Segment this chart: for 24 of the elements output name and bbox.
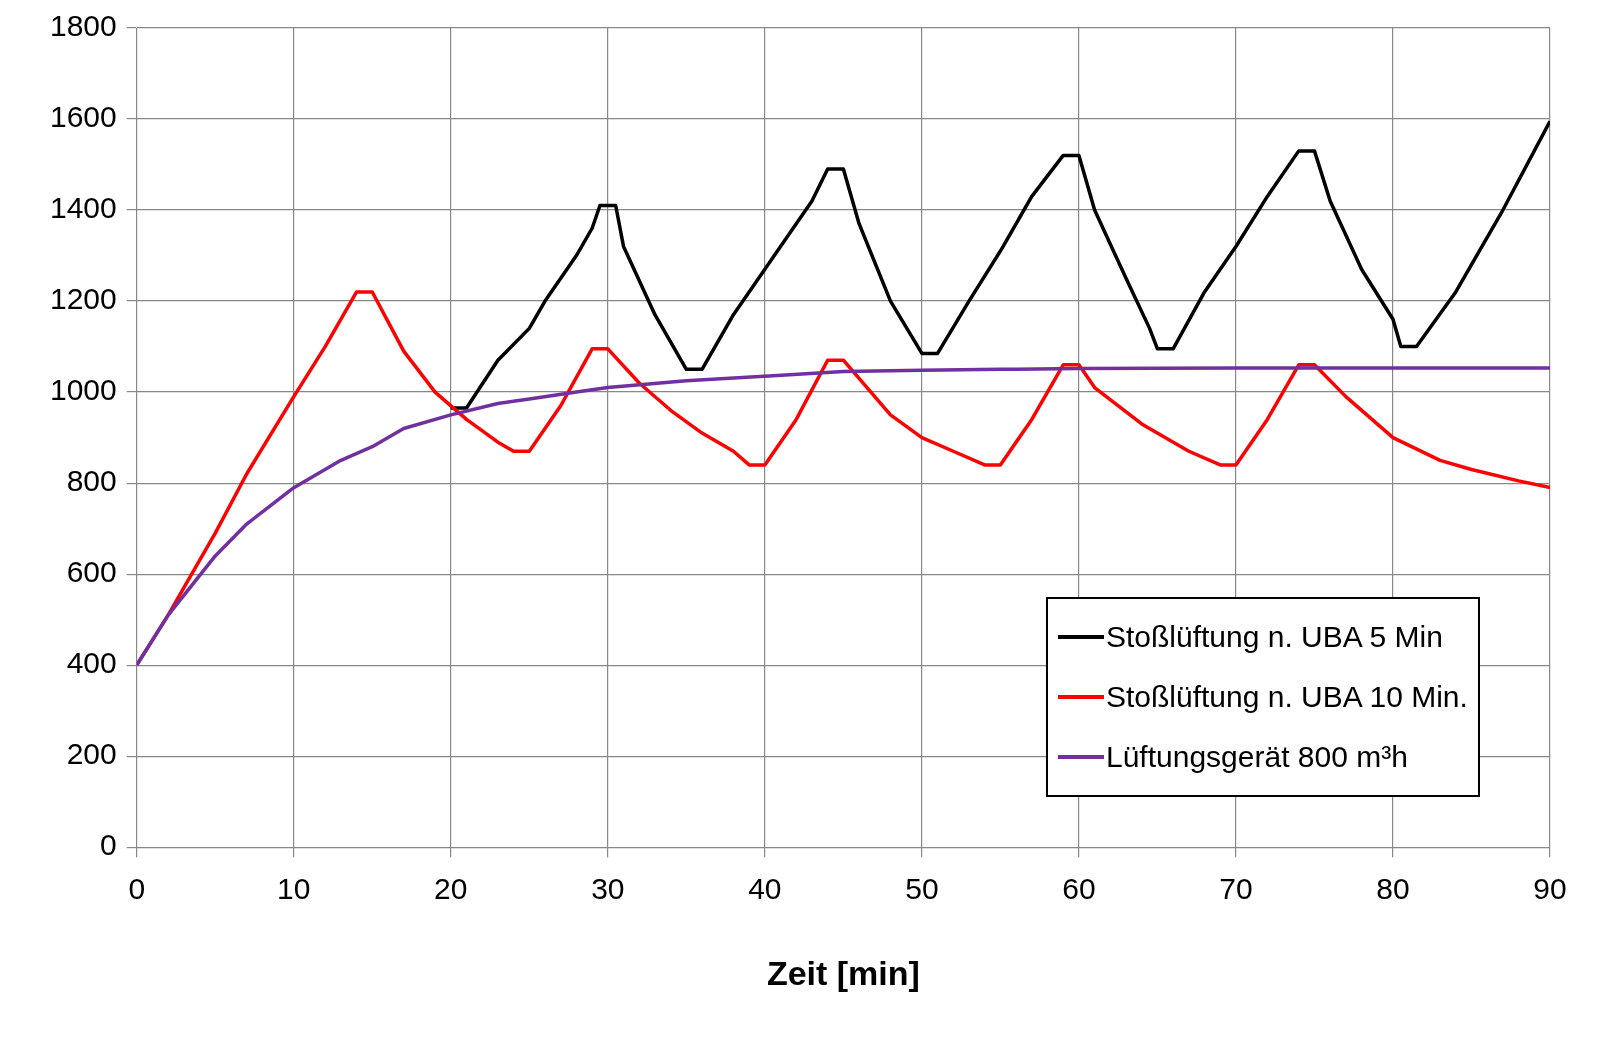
x-tick-label: 60	[1062, 872, 1096, 906]
x-tick-label: 30	[591, 872, 625, 906]
y-tick-label: 400	[66, 646, 117, 680]
legend-label: Stoßlüftung n. UBA 10 Min.	[1106, 680, 1468, 715]
y-tick-label: 600	[66, 555, 117, 589]
legend-label: Lüftungsgerät 800 m³h	[1106, 740, 1408, 775]
x-axis-title: Zeit [min]	[766, 953, 920, 992]
x-tick-label: 70	[1219, 872, 1253, 906]
y-tick-label: 1400	[49, 191, 117, 225]
y-tick-label: 0	[100, 828, 117, 862]
y-tick-label: 1000	[49, 373, 117, 407]
x-tick-label: 0	[128, 872, 146, 906]
y-tick-label: 1600	[49, 100, 117, 134]
y-tick-label: 800	[66, 464, 117, 498]
y-tick-label: 1800	[49, 9, 117, 43]
y-tick-label: 1200	[49, 282, 117, 316]
x-tick-label: 20	[434, 872, 468, 906]
y-tick-label: 200	[66, 737, 117, 771]
x-tick-label: 90	[1533, 872, 1567, 906]
x-tick-label: 40	[748, 872, 782, 906]
x-tick-label: 50	[905, 872, 939, 906]
x-tick-label: 80	[1376, 872, 1410, 906]
x-tick-label: 10	[277, 872, 311, 906]
legend-label: Stoßlüftung n. UBA 5 Min	[1106, 620, 1443, 655]
